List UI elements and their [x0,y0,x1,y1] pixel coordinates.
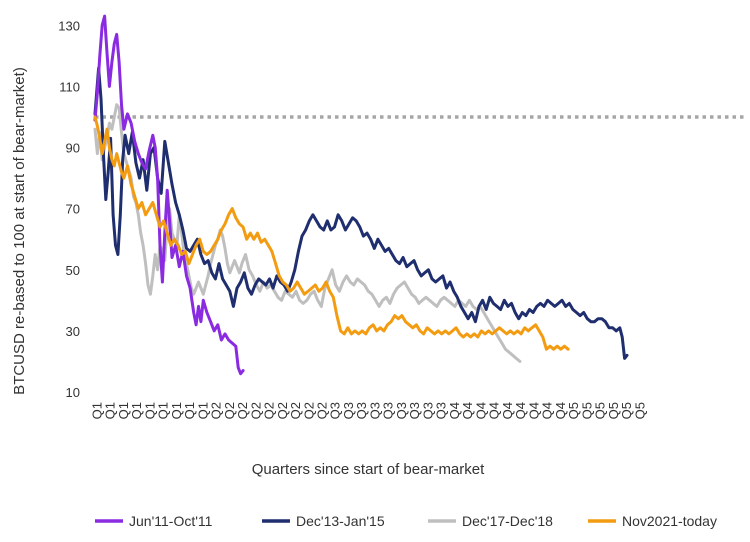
x-tick-label: Q1 [89,402,104,419]
x-tick-label: Q1 [116,402,131,419]
x-tick-label: Q5 [606,402,621,419]
x-tick-label: Q5 [579,402,594,419]
x-tick-label: Q4 [500,402,515,419]
x-tick-label: Q3 [407,402,422,419]
x-tick-label: Q4 [473,402,488,419]
x-tick-label: Q2 [275,402,290,419]
x-tick-label: Q3 [367,402,382,419]
x-axis-ticks: Q1Q1Q1Q1Q1Q1Q1Q1Q1Q2Q2Q2Q2Q2Q2Q2Q2Q2Q3Q3… [89,402,647,419]
x-tick-label: Q3 [420,402,435,419]
y-tick-label: 130 [58,18,80,33]
legend-label: Dec'17-Dec'18 [462,513,553,529]
x-tick-label: Q2 [301,402,316,419]
y-tick-label: 50 [66,263,80,278]
y-axis-ticks: 10 30 50 70 90 110 130 [58,18,80,400]
x-tick-label: Q5 [593,402,608,419]
series-line-dec-13-jan-15 [93,66,629,360]
legend: Jun'11-Oct'11 Dec'13-Jan'15 Dec'17-Dec'18 N… [95,513,717,529]
y-tick-label: 70 [66,202,80,217]
x-tick-label: Q4 [487,402,502,419]
x-tick-label: Q5 [632,402,647,419]
x-tick-label: Q1 [142,402,157,419]
x-tick-label: Q1 [103,402,118,419]
x-tick-label: Q3 [354,402,369,419]
x-tick-label: Q3 [341,402,356,419]
x-tick-label: Q1 [156,402,171,419]
x-tick-label: Q4 [526,402,541,419]
y-tick-label: 90 [66,141,80,156]
series-line-jun-11-oct-11 [93,14,245,376]
legend-label: Nov2021-today [622,513,717,529]
x-tick-label: Q4 [513,402,528,419]
x-tick-label: Q3 [381,402,396,419]
y-axis-title: BTCUSD re-based to 100 at start of bear-… [11,67,28,395]
x-tick-label: Q3 [328,402,343,419]
y-tick-label: 30 [66,324,80,339]
x-axis-title: Quarters since start of bear-market [252,461,485,478]
x-tick-label: Q2 [288,402,303,419]
y-tick-label: 10 [66,385,80,400]
x-tick-label: Q1 [129,402,144,419]
x-tick-label: Q3 [394,402,409,419]
x-tick-label: Q2 [315,402,330,419]
x-tick-label: Q4 [553,402,568,419]
x-tick-label: Q2 [209,402,224,419]
x-tick-label: Q4 [447,402,462,419]
x-tick-label: Q2 [235,402,250,419]
x-tick-label: Q3 [434,402,449,419]
legend-label: Jun'11-Oct'11 [129,513,213,529]
x-tick-label: Q5 [566,402,581,419]
x-tick-label: Q4 [460,402,475,419]
x-tick-label: Q2 [262,402,277,419]
x-tick-label: Q1 [182,402,197,419]
x-tick-label: Q2 [248,402,263,419]
x-tick-label: Q4 [540,402,555,419]
x-tick-label: Q5 [619,402,634,419]
x-tick-label: Q2 [222,402,237,419]
series-line-nov2021-today [93,115,570,351]
series-layer [93,14,629,376]
y-tick-label: 110 [59,79,80,94]
legend-label: Dec'13-Jan'15 [296,513,385,529]
x-tick-label: Q1 [169,402,184,419]
x-tick-label: Q1 [195,402,210,419]
